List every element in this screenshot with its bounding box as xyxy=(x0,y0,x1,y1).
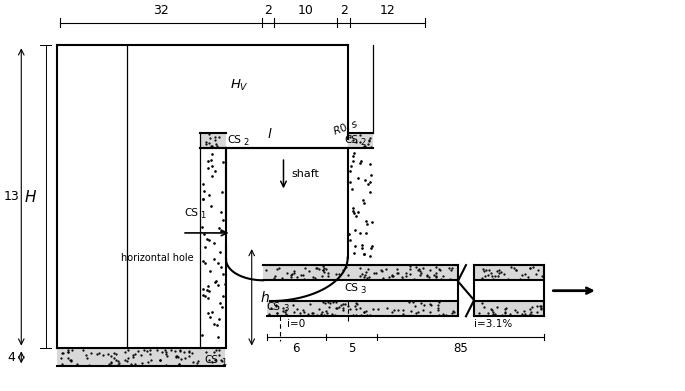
Text: $H$: $H$ xyxy=(24,189,37,205)
Text: 13: 13 xyxy=(4,190,20,203)
Text: CS: CS xyxy=(204,355,219,365)
Text: 85: 85 xyxy=(453,343,468,355)
Text: $R0.s$: $R0.s$ xyxy=(331,117,360,137)
Text: 2: 2 xyxy=(340,4,347,18)
Bar xyxy=(474,265,544,280)
Text: CS: CS xyxy=(345,283,358,293)
Bar xyxy=(201,133,226,148)
Text: $h$: $h$ xyxy=(260,290,270,305)
Text: 2: 2 xyxy=(264,4,272,18)
Text: 6: 6 xyxy=(292,343,300,355)
Text: 1: 1 xyxy=(221,358,226,367)
Text: 3: 3 xyxy=(360,285,366,294)
Text: i=3.1%: i=3.1% xyxy=(474,319,512,329)
Text: horizontal hole: horizontal hole xyxy=(121,253,194,263)
Bar xyxy=(348,133,373,148)
Text: 10: 10 xyxy=(298,4,314,18)
Text: 4: 4 xyxy=(8,351,16,364)
Bar xyxy=(474,301,544,316)
Text: shaft: shaft xyxy=(292,169,319,179)
Text: 1: 1 xyxy=(201,211,206,220)
Text: 3: 3 xyxy=(283,304,288,313)
Bar xyxy=(57,348,225,366)
Bar xyxy=(267,301,458,316)
Text: CS: CS xyxy=(345,135,358,145)
Bar xyxy=(263,265,458,280)
Text: 5: 5 xyxy=(348,343,355,355)
Text: CS: CS xyxy=(227,135,241,145)
Text: i=0: i=0 xyxy=(286,319,305,329)
Text: 12: 12 xyxy=(379,4,395,18)
Text: $l$: $l$ xyxy=(267,127,273,141)
Text: 2: 2 xyxy=(244,138,249,147)
Text: CS: CS xyxy=(266,302,281,312)
Text: CS: CS xyxy=(184,208,198,218)
Text: $H_V$: $H_V$ xyxy=(230,78,249,93)
Text: 32: 32 xyxy=(153,4,169,18)
Text: 2: 2 xyxy=(360,138,366,147)
